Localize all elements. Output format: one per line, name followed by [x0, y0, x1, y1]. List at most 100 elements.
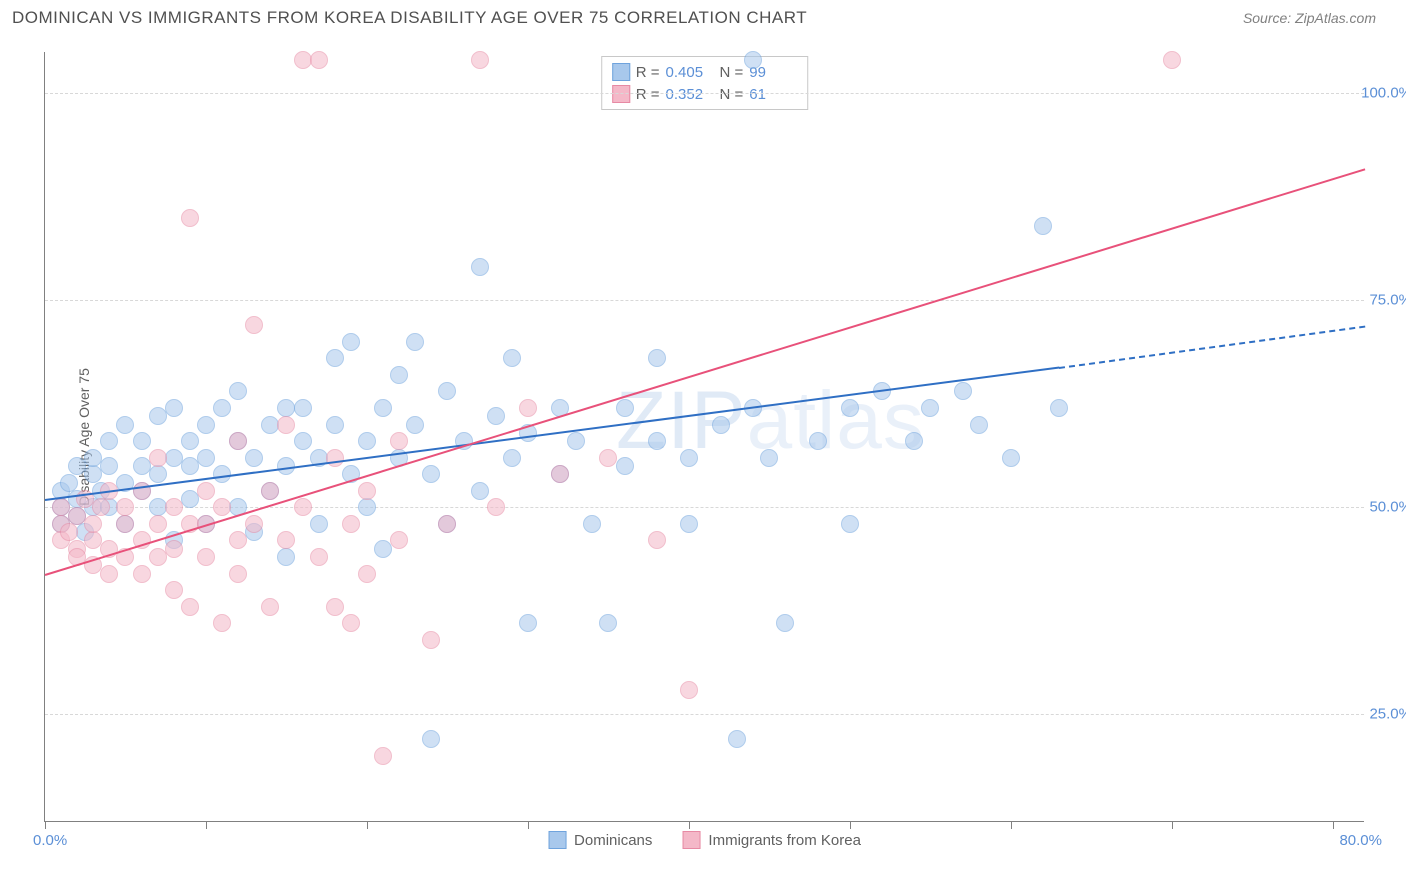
- data-point: [680, 449, 698, 467]
- data-point: [213, 498, 231, 516]
- data-point: [648, 531, 666, 549]
- trend-line: [45, 168, 1366, 576]
- data-point: [213, 614, 231, 632]
- data-point: [422, 730, 440, 748]
- data-point: [471, 258, 489, 276]
- data-point: [245, 316, 263, 334]
- data-point: [905, 432, 923, 450]
- data-point: [471, 51, 489, 69]
- data-point: [165, 540, 183, 558]
- data-point: [326, 598, 344, 616]
- data-point: [165, 581, 183, 599]
- data-point: [229, 432, 247, 450]
- data-point: [181, 209, 199, 227]
- scatter-chart: Disability Age Over 75 ZIPatlas 0.0% 80.…: [44, 52, 1364, 822]
- data-point: [261, 482, 279, 500]
- x-axis-tick: [1172, 821, 1173, 829]
- data-point: [438, 382, 456, 400]
- r-value-dominicans: 0.405: [666, 64, 714, 81]
- data-point: [277, 531, 295, 549]
- gridline: [45, 714, 1364, 715]
- data-point: [326, 349, 344, 367]
- data-point: [310, 515, 328, 533]
- data-point: [358, 482, 376, 500]
- data-point: [84, 465, 102, 483]
- series-name-korea: Immigrants from Korea: [708, 832, 861, 849]
- data-point: [197, 449, 215, 467]
- data-point: [776, 614, 794, 632]
- data-point: [471, 482, 489, 500]
- data-point: [294, 498, 312, 516]
- data-point: [841, 399, 859, 417]
- x-axis-tick: [45, 821, 46, 829]
- data-point: [60, 474, 78, 492]
- data-point: [648, 432, 666, 450]
- gridline: [45, 300, 1364, 301]
- data-point: [616, 399, 634, 417]
- data-point: [116, 416, 134, 434]
- data-point: [487, 498, 505, 516]
- data-point: [1163, 51, 1181, 69]
- y-axis-tick-label: 75.0%: [1369, 292, 1406, 309]
- trend-line: [1059, 325, 1365, 368]
- data-point: [100, 432, 118, 450]
- data-point: [616, 457, 634, 475]
- data-point: [245, 449, 263, 467]
- data-point: [181, 598, 199, 616]
- source-attribution: Source: ZipAtlas.com: [1243, 10, 1376, 26]
- data-point: [567, 432, 585, 450]
- data-point: [100, 565, 118, 583]
- data-point: [165, 498, 183, 516]
- data-point: [970, 416, 988, 434]
- legend-item-dominicans: Dominicans: [548, 831, 652, 849]
- data-point: [374, 399, 392, 417]
- data-point: [503, 449, 521, 467]
- data-point: [406, 416, 424, 434]
- data-point: [60, 523, 78, 541]
- data-point: [229, 531, 247, 549]
- x-axis-label-min: 0.0%: [33, 832, 67, 849]
- data-point: [213, 399, 231, 417]
- data-point: [149, 465, 167, 483]
- data-point: [841, 515, 859, 533]
- y-axis-tick-label: 100.0%: [1361, 85, 1406, 102]
- data-point: [921, 399, 939, 417]
- data-point: [438, 515, 456, 533]
- data-point: [583, 515, 601, 533]
- data-point: [84, 515, 102, 533]
- data-point: [229, 382, 247, 400]
- data-point: [294, 399, 312, 417]
- data-point: [342, 515, 360, 533]
- data-point: [358, 565, 376, 583]
- data-point: [519, 614, 537, 632]
- data-point: [358, 498, 376, 516]
- y-axis-tick-label: 25.0%: [1369, 706, 1406, 723]
- data-point: [342, 333, 360, 351]
- data-point: [310, 51, 328, 69]
- n-label: N =: [720, 64, 744, 81]
- series-name-dominicans: Dominicans: [574, 832, 652, 849]
- swatch-dominicans: [612, 63, 630, 81]
- data-point: [1050, 399, 1068, 417]
- data-point: [374, 540, 392, 558]
- data-point: [519, 399, 537, 417]
- x-axis-tick: [206, 821, 207, 829]
- chart-title: DOMINICAN VS IMMIGRANTS FROM KOREA DISAB…: [12, 8, 807, 28]
- data-point: [422, 465, 440, 483]
- data-point: [116, 498, 134, 516]
- data-point: [422, 631, 440, 649]
- x-axis-tick: [1333, 821, 1334, 829]
- series-legend: Dominicans Immigrants from Korea: [548, 831, 861, 849]
- data-point: [648, 349, 666, 367]
- x-axis-tick: [367, 821, 368, 829]
- data-point: [261, 598, 279, 616]
- data-point: [390, 366, 408, 384]
- data-point: [92, 498, 110, 516]
- data-point: [406, 333, 424, 351]
- swatch-korea: [682, 831, 700, 849]
- data-point: [680, 515, 698, 533]
- data-point: [133, 432, 151, 450]
- data-point: [100, 457, 118, 475]
- correlation-legend: R = 0.405 N = 99 R = 0.352 N = 61: [601, 56, 809, 110]
- x-axis-tick: [689, 821, 690, 829]
